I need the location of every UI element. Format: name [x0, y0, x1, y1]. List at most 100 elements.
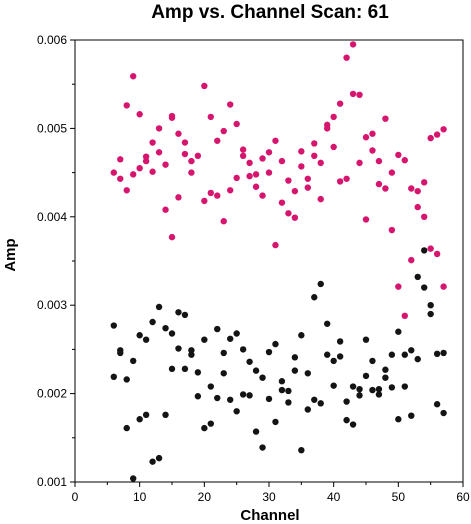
x-tick-label: 60 — [456, 490, 470, 504]
y-axis: 0.001 0.002 0.003 0.004 0.005 0.006 — [37, 33, 75, 489]
data-point — [117, 156, 124, 163]
data-point — [356, 91, 363, 99]
data-point — [130, 73, 137, 80]
data-point — [440, 409, 447, 417]
data-point — [433, 250, 441, 258]
data-point — [285, 387, 292, 395]
data-point — [304, 175, 311, 182]
data-point — [233, 408, 240, 415]
data-point — [408, 185, 415, 192]
data-point — [317, 280, 324, 288]
data-point — [142, 153, 150, 160]
data-point — [175, 309, 182, 316]
data-point — [207, 113, 214, 121]
data-point — [155, 454, 163, 462]
data-point — [421, 247, 428, 254]
data-point — [117, 175, 124, 182]
data-point — [421, 284, 428, 291]
data-point — [375, 391, 383, 398]
data-point — [265, 169, 273, 176]
data-point — [304, 406, 311, 413]
data-point — [220, 349, 227, 357]
data-point — [239, 152, 247, 160]
x-axis-label: Channel — [240, 507, 299, 524]
data-point — [168, 330, 176, 337]
y-tick-label: 0.006 — [37, 33, 67, 47]
data-point — [414, 273, 421, 281]
data-point — [188, 169, 195, 176]
data-point — [117, 349, 124, 357]
data-point — [168, 112, 176, 120]
data-point — [291, 187, 299, 195]
data-point — [304, 370, 311, 377]
data-point — [239, 391, 247, 398]
data-points — [110, 41, 447, 482]
data-point — [382, 185, 389, 192]
data-point — [155, 303, 163, 311]
data-point — [123, 424, 130, 432]
x-tick-label: 30 — [262, 490, 276, 504]
data-point — [278, 378, 286, 385]
data-point — [388, 169, 396, 176]
data-point — [259, 192, 266, 199]
data-point — [349, 383, 357, 390]
data-point — [194, 152, 202, 160]
data-point — [362, 134, 370, 141]
data-point — [336, 353, 344, 360]
data-point — [207, 189, 214, 197]
data-point — [362, 336, 370, 343]
data-point — [246, 172, 253, 180]
data-point — [214, 394, 221, 402]
data-point — [162, 161, 169, 168]
data-point — [427, 310, 434, 318]
data-point — [188, 347, 195, 354]
data-point — [175, 194, 182, 201]
data-point — [220, 127, 227, 135]
data-point — [233, 120, 240, 128]
data-point — [149, 139, 156, 146]
plot-frame — [74, 39, 464, 483]
data-point — [155, 125, 163, 132]
data-point — [194, 393, 202, 400]
data-point — [136, 332, 143, 339]
x-tick-label: 20 — [198, 490, 212, 504]
data-point — [201, 424, 208, 432]
data-point — [252, 428, 260, 435]
data-point — [227, 396, 234, 403]
data-point — [265, 149, 273, 156]
data-point — [142, 336, 150, 343]
data-point — [227, 335, 234, 342]
data-point — [317, 159, 324, 167]
data-point — [298, 148, 305, 155]
data-point — [149, 458, 156, 465]
data-point — [220, 218, 227, 225]
data-point — [440, 126, 447, 133]
x-tick-label: 0 — [72, 490, 79, 504]
data-point — [324, 351, 331, 358]
data-point — [382, 374, 389, 381]
data-point — [162, 206, 169, 213]
data-point — [155, 149, 163, 156]
data-point — [181, 365, 189, 373]
data-point — [272, 418, 279, 426]
data-point — [220, 370, 227, 377]
y-tick-label: 0.001 — [37, 475, 67, 489]
data-point — [123, 102, 130, 109]
data-point — [330, 113, 337, 121]
data-point — [330, 143, 337, 151]
data-point — [110, 169, 118, 176]
data-point — [330, 382, 337, 389]
data-point — [414, 187, 421, 195]
data-point — [343, 416, 350, 424]
data-point — [298, 332, 305, 339]
data-point — [298, 446, 305, 454]
data-point — [188, 157, 195, 165]
x-tick-label: 10 — [133, 490, 147, 504]
data-point — [201, 82, 208, 90]
data-point — [194, 369, 202, 376]
data-point — [336, 178, 344, 185]
data-point — [369, 357, 376, 365]
data-point — [246, 159, 253, 167]
data-point — [421, 213, 428, 220]
data-point — [414, 355, 421, 363]
